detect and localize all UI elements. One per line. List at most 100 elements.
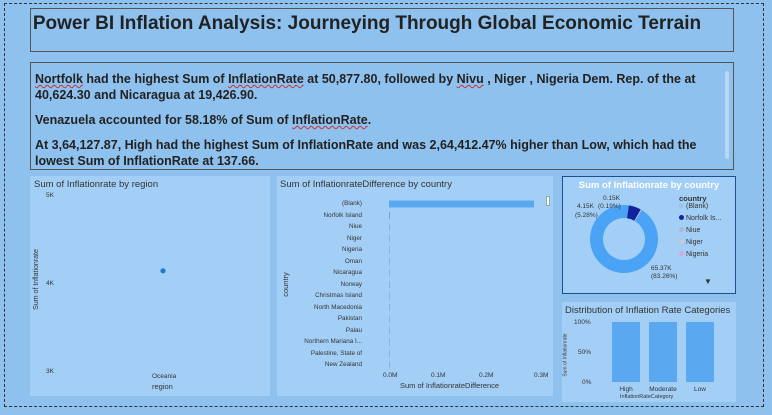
dist-chart-card[interactable]: Distribution of Inflation Rate Categorie… — [562, 302, 736, 402]
country-category-label: Norway — [340, 280, 362, 288]
region-point[interactable] — [160, 268, 166, 274]
donut-legend-label: Norfolk Is... — [686, 215, 722, 222]
insight-line-1: Nortfolk had the highest Sum of Inflatio… — [35, 71, 725, 103]
donut-slice[interactable] — [634, 209, 642, 221]
country-chart-scrollbar[interactable] — [546, 196, 550, 206]
dist-x-tick: Low — [694, 386, 706, 393]
chevron-down-icon[interactable]: ▼ — [704, 277, 712, 286]
country-bar[interactable] — [389, 350, 390, 357]
dist-y-tick: 100% — [574, 319, 591, 326]
country-bar[interactable] — [389, 327, 390, 334]
country-bar-plot — [389, 200, 534, 369]
smart-narrative-card[interactable]: Nortfolk had the highest Sum of Inflatio… — [30, 62, 734, 170]
country-bar[interactable] — [389, 292, 390, 300]
country-category-labels: (Blank) Norfolk Island Niue Niger Nigeria Oma… — [287, 176, 362, 396]
dist-x-axis-label: InflationRateCategory — [620, 394, 674, 400]
insight-line-2: Venazuela accounted for 58.18% of Sum of… — [35, 112, 725, 128]
insight-term: InflationRate — [292, 113, 368, 127]
donut-data-label: (5.28%) — [575, 212, 598, 219]
country-category-label: Niue — [349, 223, 362, 230]
country-bar[interactable] — [389, 361, 390, 369]
region-x-tick: Oceania — [152, 373, 177, 380]
country-bar[interactable] — [389, 315, 390, 323]
donut-legend-label: Niger — [686, 239, 703, 246]
report-frame — [4, 3, 764, 407]
legend-dot-icon — [679, 239, 684, 244]
country-category-label: Christmas Island — [315, 292, 362, 299]
insight-text: at 50,877.80, followed by — [303, 72, 457, 86]
country-x-axis-label: Sum of InflationrateDifference — [400, 381, 500, 390]
insight-text: . — [367, 113, 372, 127]
country-category-label: Pakistan — [337, 315, 362, 322]
insight-text: had the highest Sum of — [82, 72, 229, 86]
donut-legend-item[interactable]: Niger — [679, 239, 735, 251]
country-category-label: Norfolk Island — [323, 211, 363, 219]
donut-legend-item[interactable]: Nigeria — [679, 251, 735, 263]
donut-slice[interactable] — [627, 205, 641, 221]
legend-dot-icon — [679, 215, 684, 220]
donut-data-label: 0.15K — [603, 195, 620, 202]
country-bar[interactable] — [389, 258, 390, 265]
dist-x-tick: High — [619, 386, 633, 393]
country-bar[interactable] — [389, 304, 390, 311]
donut-data-label: 65.37K — [651, 265, 672, 272]
dist-x-tick: Moderate — [649, 386, 677, 393]
insight-term: Nivu — [456, 72, 484, 86]
country-x-tick: 0.0M — [383, 372, 398, 379]
region-chart-card[interactable]: Sum of Inflationrate by region 5K 4K 3K … — [30, 176, 270, 396]
legend-dot-icon — [679, 227, 684, 232]
country-bar[interactable] — [389, 281, 390, 288]
insight-text: , Niger , Nigeria Dem. Rep. of the at 40… — [35, 72, 696, 102]
region-y-tick: 3K — [46, 368, 54, 375]
dist-bar[interactable] — [649, 322, 677, 382]
donut-chart-card[interactable]: Sum of Inflationrate by country 0.15K (0… — [562, 176, 736, 294]
region-scatter-plot — [160, 268, 166, 274]
insight-line-3: At 3,64,127.87, High had the highest Sum… — [35, 138, 697, 168]
donut-legend-item[interactable]: (Blank) — [679, 203, 735, 215]
insights-scrollbar[interactable] — [725, 71, 729, 159]
donut-chart-title: Sum of Inflationrate by country — [578, 180, 720, 191]
donut-slice[interactable] — [634, 209, 642, 222]
country-x-tick: 0.1M — [431, 372, 446, 379]
donut-data-label: (0.19%) — [598, 203, 621, 210]
country-x-tick: 0.2M — [479, 372, 494, 379]
donut-data-label: (83.26%) — [651, 273, 678, 280]
dist-y-tick: 0% — [582, 379, 592, 386]
country-bar[interactable] — [389, 246, 390, 254]
donut-slice[interactable] — [590, 205, 658, 273]
dist-y-tick: 50% — [578, 349, 592, 356]
country-bar[interactable] — [389, 200, 534, 208]
title-card[interactable] — [30, 8, 734, 52]
country-category-label: North Macedonia — [314, 303, 362, 311]
donut-slice[interactable] — [634, 209, 642, 221]
region-y-tick: 5K — [46, 192, 54, 199]
dist-bar[interactable] — [612, 322, 640, 382]
page-title: Power BI Inflation Analysis: Journeying … — [32, 13, 702, 34]
donut-chart-plot — [590, 205, 658, 273]
donut-legend-item[interactable]: Niue — [679, 227, 735, 239]
country-category-label: Nigeria — [342, 246, 362, 253]
country-bar[interactable] — [389, 212, 390, 219]
country-x-tick: 0.3M — [534, 372, 549, 379]
region-y-tick: 4K — [46, 280, 54, 287]
country-bar[interactable] — [389, 235, 390, 242]
country-category-label: Nicaragua — [333, 269, 362, 276]
country-chart-title: Sum of InflationrateDifference by countr… — [280, 179, 452, 190]
donut-data-label: 4.15K — [577, 203, 594, 210]
region-chart-title: Sum of Inflationrate by region — [34, 179, 159, 190]
legend-dot-icon — [679, 203, 684, 208]
dist-bar[interactable] — [686, 322, 714, 382]
country-category-label: Palestine, State of — [310, 349, 362, 357]
country-category-label: Niger — [346, 234, 362, 242]
country-category-label: New Zealand — [324, 361, 362, 368]
country-bar[interactable] — [389, 223, 390, 231]
country-bar[interactable] — [389, 269, 390, 277]
country-chart-card[interactable]: Sum of InflationrateDifference by countr… — [277, 176, 553, 396]
dist-chart-title: Distribution of Inflation Rate Categorie… — [565, 305, 731, 316]
country-category-label: Oman — [344, 257, 362, 265]
country-bar[interactable] — [389, 338, 390, 346]
region-x-axis-label: region — [152, 382, 173, 391]
donut-legend-item[interactable]: Norfolk Is... — [679, 215, 735, 227]
country-category-label: (Blank) — [342, 200, 362, 207]
donut-legend-label: Nigeria — [686, 251, 709, 258]
